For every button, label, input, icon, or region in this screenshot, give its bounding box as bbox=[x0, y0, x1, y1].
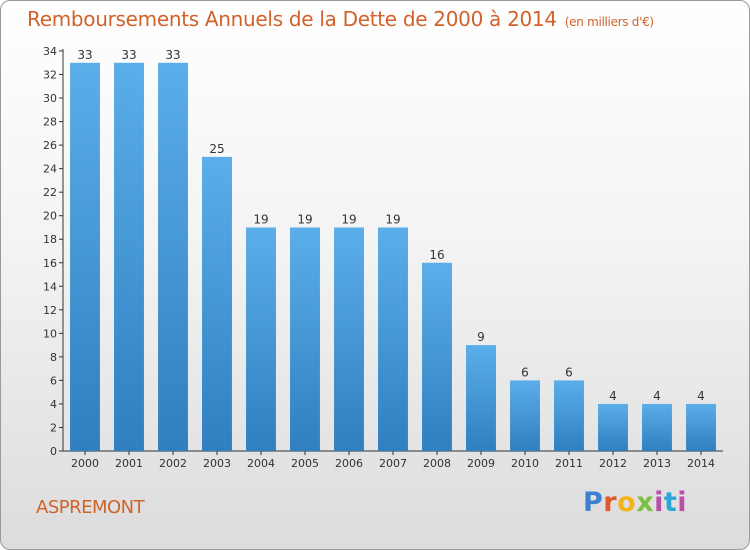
bar bbox=[510, 380, 540, 451]
data-label: 9 bbox=[477, 330, 485, 344]
x-tick-label: 2008 bbox=[423, 457, 451, 470]
bar bbox=[554, 380, 584, 451]
bar bbox=[290, 227, 320, 451]
x-tick-label: 2014 bbox=[687, 457, 715, 470]
y-tick-label: 14 bbox=[43, 280, 57, 293]
commune-name: ASPREMONT bbox=[36, 497, 145, 518]
y-tick-label: 2 bbox=[50, 421, 57, 434]
x-tick-label: 2002 bbox=[159, 457, 187, 470]
x-tick-label: 2009 bbox=[467, 457, 495, 470]
data-label: 33 bbox=[121, 48, 136, 62]
bar bbox=[378, 227, 408, 451]
logo-letter: t bbox=[663, 487, 678, 518]
bar bbox=[686, 403, 716, 451]
y-tick-label: 20 bbox=[43, 210, 57, 223]
y-tick-label: 22 bbox=[43, 186, 57, 199]
chart-unit: (en milliers d'€) bbox=[564, 15, 654, 29]
x-tick-label: 2010 bbox=[511, 457, 539, 470]
y-tick-label: 32 bbox=[43, 69, 57, 82]
y-tick-label: 30 bbox=[43, 92, 57, 105]
logo-letter: P bbox=[583, 487, 604, 518]
y-tick-label: 24 bbox=[43, 163, 57, 176]
y-tick-label: 26 bbox=[43, 139, 57, 152]
data-label: 19 bbox=[341, 212, 356, 226]
chart-title-text: Remboursements Annuels de la Dette de 20… bbox=[27, 7, 557, 31]
x-tick-label: 2006 bbox=[335, 457, 363, 470]
data-label: 19 bbox=[253, 212, 268, 226]
y-tick-label: 10 bbox=[43, 327, 57, 340]
proxiti-logo: Proxiti bbox=[583, 487, 687, 518]
data-label: 6 bbox=[565, 365, 573, 379]
x-tick-label: 2000 bbox=[71, 457, 99, 470]
bar bbox=[114, 62, 144, 451]
x-tick-label: 2012 bbox=[599, 457, 627, 470]
y-tick-label: 18 bbox=[43, 233, 57, 246]
y-tick-label: 34 bbox=[43, 45, 57, 58]
chart-title: Remboursements Annuels de la Dette de 20… bbox=[27, 7, 654, 31]
y-tick-label: 16 bbox=[43, 257, 57, 270]
bar bbox=[246, 227, 276, 451]
bar bbox=[422, 262, 452, 451]
logo-letter: i bbox=[654, 487, 664, 518]
y-tick-label: 6 bbox=[50, 374, 57, 387]
logo-letter: r bbox=[603, 487, 618, 518]
y-tick-label: 8 bbox=[50, 351, 57, 364]
data-label: 19 bbox=[385, 212, 400, 226]
y-tick-label: 12 bbox=[43, 304, 57, 317]
data-label: 33 bbox=[77, 48, 92, 62]
x-tick-label: 2004 bbox=[247, 457, 275, 470]
x-tick-label: 2003 bbox=[203, 457, 231, 470]
logo-letter: o bbox=[617, 487, 637, 518]
data-label: 16 bbox=[429, 248, 444, 262]
data-label: 19 bbox=[297, 212, 312, 226]
x-tick-label: 2007 bbox=[379, 457, 407, 470]
y-tick-label: 28 bbox=[43, 116, 57, 129]
data-label: 4 bbox=[653, 389, 661, 403]
data-label: 25 bbox=[209, 142, 224, 156]
bar bbox=[334, 227, 364, 451]
x-tick-label: 2011 bbox=[555, 457, 583, 470]
data-label: 4 bbox=[697, 389, 705, 403]
logo-letter: x bbox=[636, 487, 655, 518]
data-label: 6 bbox=[521, 365, 529, 379]
y-tick-label: 0 bbox=[50, 445, 57, 458]
y-tick-label: 4 bbox=[50, 398, 57, 411]
x-tick-label: 2013 bbox=[643, 457, 671, 470]
bar bbox=[642, 403, 672, 451]
bar bbox=[158, 62, 188, 451]
bar bbox=[202, 156, 232, 451]
data-label: 33 bbox=[165, 48, 180, 62]
logo-letter: i bbox=[677, 487, 688, 518]
bar bbox=[466, 345, 496, 451]
bar bbox=[70, 62, 100, 451]
bar bbox=[598, 403, 628, 451]
x-tick-label: 2005 bbox=[291, 457, 319, 470]
data-label: 4 bbox=[609, 389, 617, 403]
x-tick-label: 2001 bbox=[115, 457, 143, 470]
